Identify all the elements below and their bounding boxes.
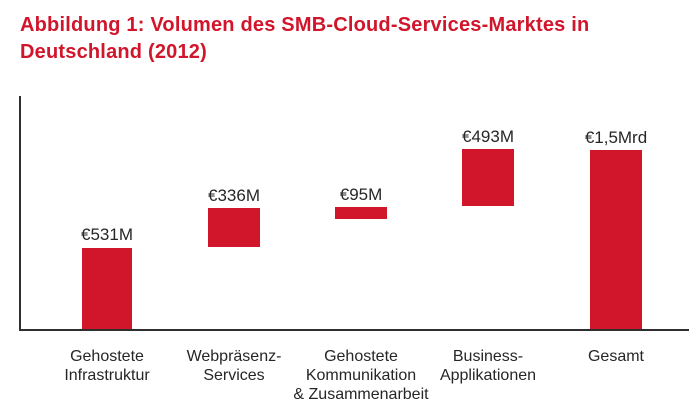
category-label-gehostete-kommunikation: Gehostete Kommunikation & Zusammenarbeit [293,348,429,403]
bar-gesamt [590,150,642,329]
bar-gehostete-infrastruktur [82,248,132,329]
value-label-gehostete-kommunikation: €95M [339,185,383,204]
value-label-webpraesenz-services: €336M [208,186,260,205]
value-label-gesamt: €1,5Mrd [584,128,648,147]
category-label-gesamt: Gesamt [587,348,644,365]
category-label-webpraesenz-services: Webpräsenz- Services [186,348,282,384]
bar-business-applikationen [462,149,514,206]
figure-title: Abbildung 1: Volumen des SMB-Cloud-Servi… [20,14,590,63]
y-axis-line [19,96,21,331]
value-label-gehostete-infrastruktur: €531M [81,225,133,244]
bar-webpraesenz-services [208,208,260,247]
category-label-gehostete-infrastruktur: Gehostete Infrastruktur [64,348,150,384]
value-label-business-applikationen: €493M [462,127,514,146]
x-axis-line [19,329,689,331]
category-label-business-applikationen: Business- Applikationen [439,348,537,384]
bar-gehostete-kommunikation [335,207,387,219]
